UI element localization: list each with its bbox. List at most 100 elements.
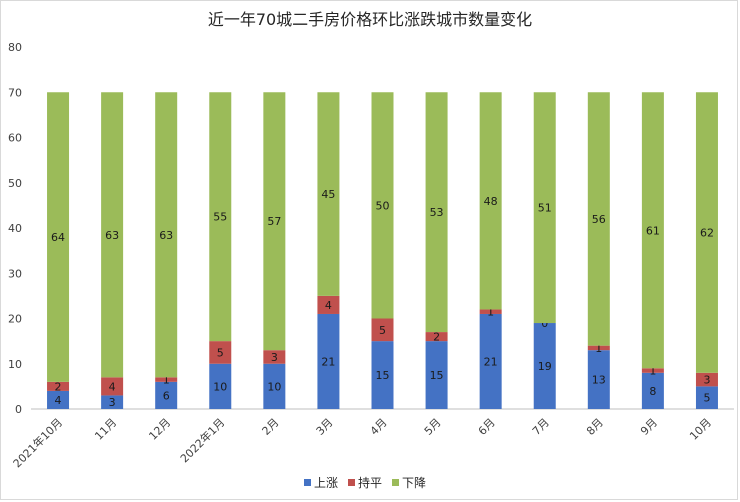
bar-segment <box>263 92 286 351</box>
data-label: 4 <box>55 394 62 407</box>
data-label: 1 <box>595 342 602 355</box>
x-tick-label: 10月 <box>687 416 714 443</box>
bar-segment <box>47 390 70 409</box>
bar-segment <box>155 377 178 382</box>
bar-segment <box>425 341 448 409</box>
data-label: 10 <box>213 380 227 393</box>
data-label: 15 <box>376 369 390 382</box>
data-label: 62 <box>700 227 714 240</box>
data-label: 50 <box>376 199 390 212</box>
bar-segment <box>425 92 448 333</box>
bar-segment <box>317 295 340 314</box>
y-axis: 0 10 20 30 40 50 60 70 80 <box>8 41 22 416</box>
data-label: 19 <box>538 360 552 373</box>
bar-segment <box>695 92 718 373</box>
legend-label: 上涨 <box>314 475 338 490</box>
data-label: 8 <box>649 385 656 398</box>
bar-segment <box>533 92 556 324</box>
data-label: 3 <box>703 374 710 387</box>
legend-swatch <box>392 479 399 486</box>
data-label: 3 <box>271 351 278 364</box>
bar-segment <box>263 350 286 364</box>
bar-segment <box>47 381 70 391</box>
y-tick-label: 20 <box>8 313 22 326</box>
bar-segment <box>641 368 664 373</box>
bar-segment <box>425 332 448 342</box>
bar-segment <box>371 318 394 342</box>
y-tick-label: 70 <box>8 86 22 99</box>
bar-segment <box>587 92 610 346</box>
y-tick-label: 50 <box>8 177 22 190</box>
bar-segment <box>587 350 610 409</box>
bar-segment <box>479 92 502 310</box>
bar-segment <box>371 341 394 409</box>
data-label: 48 <box>484 195 498 208</box>
data-label: 56 <box>592 213 606 226</box>
bar-segment <box>317 313 340 409</box>
x-tick-label: 11月 <box>92 416 119 443</box>
bar-segment <box>317 92 340 296</box>
y-tick-label: 30 <box>8 267 22 280</box>
data-label: 45 <box>321 188 335 201</box>
y-tick-label: 40 <box>8 222 22 235</box>
data-label: 15 <box>430 369 444 382</box>
data-label: 63 <box>159 229 173 242</box>
bar-segment <box>695 386 718 409</box>
data-label: 21 <box>484 355 498 368</box>
data-label: 5 <box>217 346 224 359</box>
bar-segment <box>101 395 124 409</box>
data-label: 6 <box>163 389 170 402</box>
data-label: 5 <box>379 324 386 337</box>
bar-segment <box>263 363 286 409</box>
x-tick-label: 6月 <box>476 416 498 438</box>
bar-segment <box>371 92 394 319</box>
bar-segment <box>641 92 664 369</box>
y-tick-label: 10 <box>8 358 22 371</box>
data-label: 51 <box>538 202 552 215</box>
bar-segment <box>479 313 502 409</box>
data-label: 21 <box>321 355 335 368</box>
bars: 4264346361631055510357214451555015253211… <box>47 92 718 409</box>
x-tick-label: 2021年10月 <box>10 415 65 470</box>
bar-segment <box>155 381 178 409</box>
legend: 上涨 持平 下降 <box>304 475 426 490</box>
x-tick-label: 3月 <box>314 416 336 438</box>
data-label: 1 <box>649 365 656 378</box>
x-tick-label: 8月 <box>584 416 606 438</box>
bar-segment <box>479 309 502 314</box>
data-label: 1 <box>163 374 170 387</box>
legend-label: 持平 <box>358 475 382 490</box>
data-label: 63 <box>105 229 119 242</box>
legend-swatch <box>348 479 355 486</box>
data-label: 10 <box>267 380 281 393</box>
x-tick-label: 9月 <box>638 416 660 438</box>
x-tick-label: 4月 <box>368 416 390 438</box>
data-label: 2 <box>55 380 62 393</box>
x-axis: 2021年10月 11月 12月 2022年1月 2月 3月 4月 5月 6月 7月 8月 9月 10月 <box>10 408 734 470</box>
x-tick-label: 7月 <box>530 416 552 438</box>
chart-title: 近一年70城二手房价格环比涨跌城市数量变化 <box>208 10 532 29</box>
bar-segment <box>209 341 232 364</box>
bar-segment <box>101 92 124 378</box>
y-tick-label: 80 <box>8 41 22 54</box>
x-tick-label: 12月 <box>146 416 173 443</box>
data-label: 55 <box>213 211 227 224</box>
data-label: 13 <box>592 374 606 387</box>
legend-label: 下降 <box>402 476 426 490</box>
bar-segment <box>533 323 556 409</box>
data-label: 64 <box>51 231 65 244</box>
bar-segment <box>209 363 232 409</box>
y-tick-label: 60 <box>8 132 22 145</box>
bar-segment <box>209 92 232 342</box>
data-label: 53 <box>430 206 444 219</box>
data-label: 4 <box>109 380 116 393</box>
data-label: 4 <box>325 299 332 312</box>
data-label: 57 <box>267 215 281 228</box>
data-label: 3 <box>109 396 116 409</box>
data-label: 0 <box>541 317 548 330</box>
data-label: 2 <box>433 331 440 344</box>
bar-segment <box>155 92 178 378</box>
y-tick-label: 0 <box>15 403 22 416</box>
data-label: 5 <box>703 392 710 405</box>
